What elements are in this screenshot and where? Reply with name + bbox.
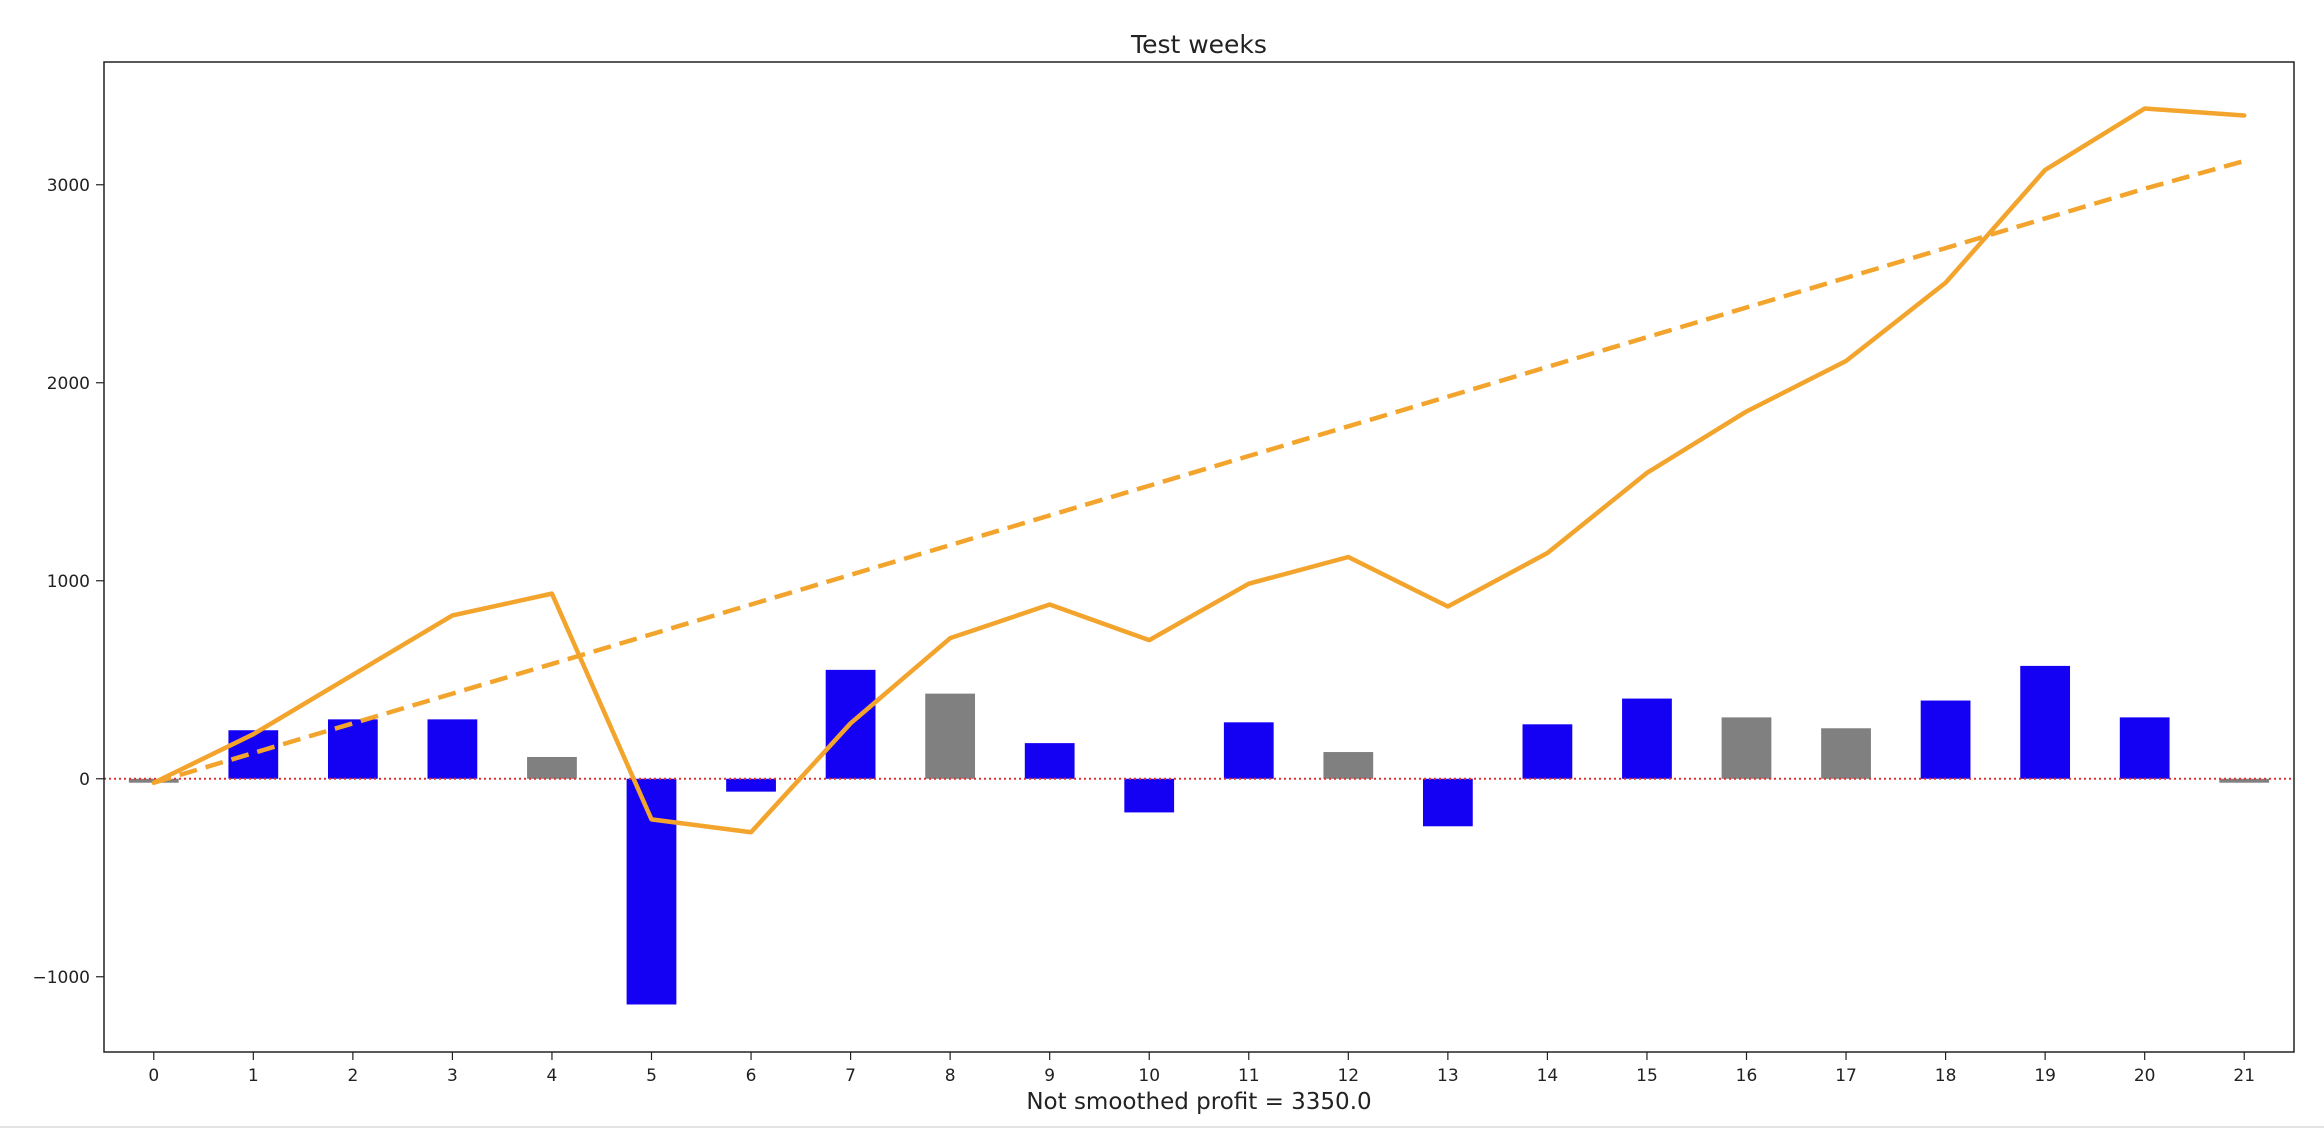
bar-week-3	[427, 719, 478, 779]
bar-week-12	[1323, 752, 1374, 779]
x-tick-label: 10	[1138, 1066, 1160, 1086]
bars-layer	[128, 665, 2270, 1005]
bottom-divider	[0, 1126, 2324, 1128]
bar-week-16	[1721, 717, 1772, 779]
x-tick-label: 0	[148, 1066, 159, 1086]
x-tick-label: 17	[1835, 1066, 1857, 1086]
ticks-layer: 0 1 2 3 4 5 6 7 8 9 10 11 12 13 14 15 16 17 18 19 20 21−10000…	[32, 176, 2255, 1086]
x-tick-label: 7	[845, 1066, 856, 1086]
bar-week-9	[1024, 743, 1075, 779]
x-tick-label: 16	[1736, 1066, 1758, 1086]
bar-week-21	[2219, 778, 2270, 783]
x-tick-label: 4	[547, 1066, 558, 1086]
bar-week-6	[726, 778, 776, 792]
bar-week-18	[1920, 700, 1971, 779]
lines-layer	[151, 106, 2247, 835]
bar-week-5	[626, 778, 677, 1005]
y-tick-label: 0	[79, 770, 90, 790]
plot-frame	[103, 61, 2295, 1053]
bar-week-10	[1124, 778, 1175, 813]
x-tick-label: 21	[2233, 1066, 2255, 1086]
x-tick-label: 14	[1537, 1066, 1559, 1086]
bar-week-1	[228, 730, 279, 779]
x-tick-label: 3	[447, 1066, 458, 1086]
bar-week-8	[925, 693, 976, 779]
bar-week-4	[527, 756, 577, 779]
x-tick-label: 9	[1044, 1066, 1055, 1086]
x-tick-label: 11	[1238, 1066, 1260, 1086]
y-tick-label: 1000	[47, 572, 90, 592]
y-tick-label: 2000	[47, 374, 90, 394]
chart-title: Test weeks	[1130, 30, 1267, 59]
bar-week-20	[2119, 717, 2170, 779]
bar-week-11	[1223, 722, 1274, 779]
x-tick-label: 19	[2034, 1066, 2056, 1086]
x-tick-label: 1	[248, 1066, 259, 1086]
x-tick-label: 8	[945, 1066, 956, 1086]
x-tick-label: 5	[646, 1066, 657, 1086]
x-axis-label: Not smoothed profit = 3350.0	[1026, 1089, 1371, 1115]
y-tick-label: 3000	[47, 176, 90, 196]
x-tick-label: 6	[746, 1066, 757, 1086]
x-tick-label: 2	[347, 1066, 358, 1086]
trend-line-dashed	[153, 158, 2245, 785]
bar-week-13	[1422, 778, 1473, 827]
x-tick-label: 20	[2134, 1066, 2156, 1086]
bar-week-19	[2020, 665, 2071, 779]
x-tick-label: 18	[1935, 1066, 1957, 1086]
cumulative-profit-line	[151, 106, 2247, 835]
x-tick-label: 12	[1337, 1066, 1359, 1086]
bar-week-17	[1821, 728, 1871, 779]
x-tick-label: 15	[1636, 1066, 1658, 1086]
x-tick-label: 13	[1437, 1066, 1459, 1086]
bar-week-14	[1522, 724, 1573, 779]
bar-week-15	[1622, 698, 1672, 779]
y-tick-label: −1000	[32, 968, 90, 988]
